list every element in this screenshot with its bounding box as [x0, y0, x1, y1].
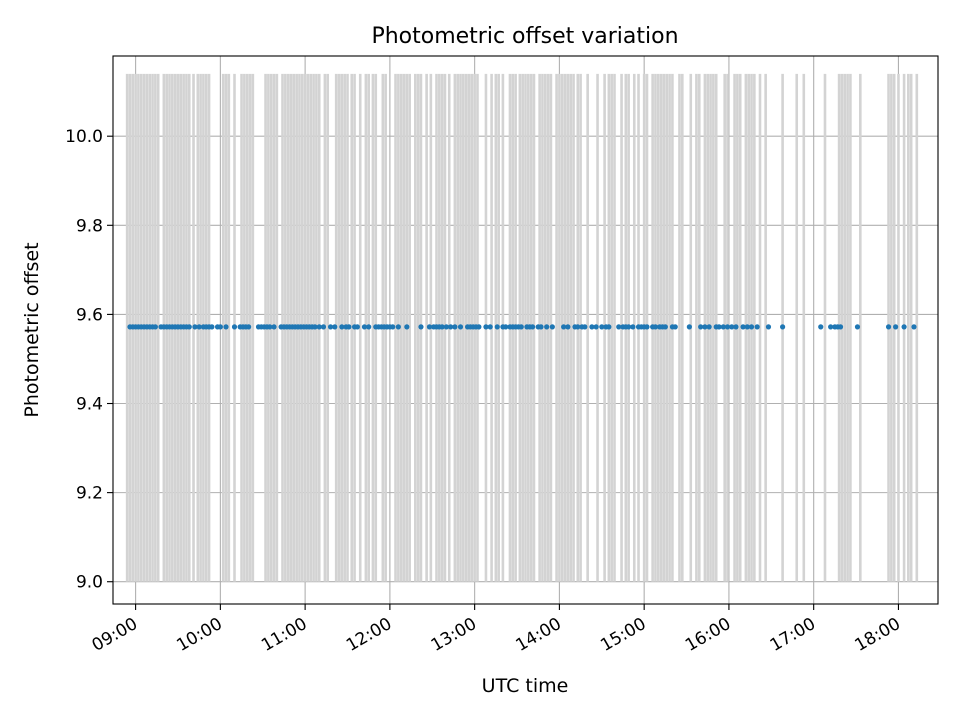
- data-point: [209, 324, 215, 330]
- data-point: [332, 324, 338, 330]
- data-point: [582, 324, 588, 330]
- data-point: [901, 324, 907, 330]
- data-point: [780, 324, 786, 330]
- data-point: [729, 324, 735, 330]
- y-tick-label: 9.0: [76, 573, 103, 593]
- y-tick-label: 9.6: [76, 305, 103, 325]
- data-point: [885, 324, 892, 330]
- data-point: [652, 324, 659, 330]
- data-point: [196, 324, 202, 330]
- data-point: [686, 324, 692, 330]
- data-point: [339, 324, 345, 330]
- data-point: [744, 324, 750, 330]
- data-point: [327, 324, 334, 330]
- data-point: [616, 324, 622, 330]
- data-point: [698, 324, 704, 330]
- data-point: [828, 324, 834, 330]
- data-point: [644, 324, 650, 330]
- data-point: [246, 324, 252, 330]
- data-point: [837, 324, 844, 330]
- data-point: [706, 324, 712, 330]
- data-point: [911, 324, 917, 330]
- data-point: [575, 324, 581, 330]
- data-point: [404, 324, 410, 330]
- data-point: [748, 324, 755, 330]
- data-point: [518, 324, 524, 330]
- data-point: [426, 324, 433, 330]
- y-axis-label: Photometric offset: [21, 242, 43, 417]
- data-point: [361, 324, 368, 330]
- data-point: [724, 324, 731, 330]
- data-point: [395, 324, 401, 330]
- data-point: [720, 324, 726, 330]
- data-point: [390, 324, 396, 330]
- data-point: [672, 324, 678, 330]
- data-point: [320, 324, 327, 330]
- data-point: [606, 324, 612, 330]
- data-point: [217, 324, 223, 330]
- data-point: [452, 324, 458, 330]
- data-point: [271, 324, 277, 330]
- y-tick-label: 9.8: [76, 216, 103, 236]
- data-point: [223, 324, 229, 330]
- data-point: [354, 324, 360, 330]
- data-point: [494, 324, 500, 330]
- data-point: [457, 324, 464, 330]
- data-point: [716, 324, 722, 330]
- data-point: [662, 324, 668, 330]
- y-tick-label: 10.0: [65, 127, 103, 147]
- data-point: [529, 324, 536, 330]
- data-point: [593, 324, 599, 330]
- data-point: [448, 324, 454, 330]
- data-points: [127, 324, 917, 330]
- data-point: [443, 324, 449, 330]
- data-point: [549, 324, 555, 330]
- y-tick-label: 9.4: [76, 395, 103, 415]
- data-point: [565, 324, 571, 330]
- data-point: [626, 324, 632, 330]
- data-point: [740, 324, 746, 330]
- data-point: [538, 324, 544, 330]
- data-point: [366, 324, 372, 330]
- data-point: [192, 324, 198, 330]
- data-point: [186, 324, 192, 330]
- data-point: [630, 324, 636, 330]
- data-point: [544, 324, 550, 330]
- data-point: [754, 324, 760, 330]
- data-point: [346, 324, 352, 330]
- data-point: [439, 324, 445, 330]
- data-point: [854, 324, 861, 330]
- data-point: [818, 324, 824, 330]
- x-axis-label: UTC time: [482, 675, 569, 697]
- y-tick-label: 9.2: [76, 484, 103, 504]
- data-point: [316, 324, 322, 330]
- data-point: [589, 324, 595, 330]
- data-point: [503, 324, 509, 330]
- plot-frame: [112, 55, 939, 605]
- data-point: [487, 324, 493, 330]
- data-point: [733, 324, 739, 330]
- chart-title: Photometric offset variation: [371, 24, 678, 49]
- data-point: [152, 324, 158, 330]
- data-point: [702, 324, 708, 330]
- data-point: [418, 324, 424, 330]
- data-point: [561, 324, 567, 330]
- data-point: [765, 324, 772, 330]
- data-point: [231, 324, 238, 330]
- data-point: [267, 324, 273, 330]
- data-point: [599, 324, 605, 330]
- data-point: [476, 324, 482, 330]
- data-point: [312, 324, 318, 330]
- data-point: [483, 324, 489, 330]
- data-point: [893, 324, 899, 330]
